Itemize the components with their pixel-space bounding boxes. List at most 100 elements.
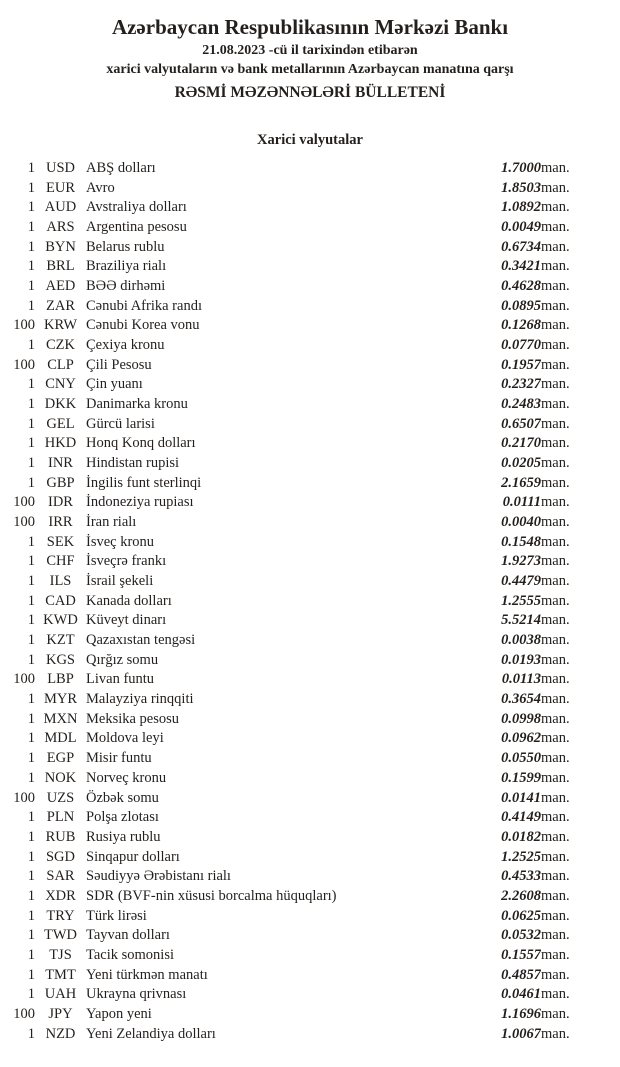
unit-cell: man. bbox=[541, 317, 570, 334]
currency-code-cell: BRL bbox=[46, 258, 75, 275]
currency-name-cell: Çexiya kronu bbox=[86, 337, 165, 354]
currency-code-cell: TJS bbox=[49, 946, 72, 963]
unit-cell: man. bbox=[541, 1025, 570, 1042]
unit-cell: man. bbox=[541, 612, 570, 629]
currency-code-cell: IDR bbox=[48, 494, 73, 511]
rate-cell: 1.9273 bbox=[501, 553, 541, 570]
unit-cell: man. bbox=[541, 769, 570, 786]
table-row: 1 INR Hindistan rupisi 0.0205 man. bbox=[10, 454, 590, 474]
quantity-cell: 100 bbox=[13, 789, 35, 806]
currency-code-cell: EUR bbox=[46, 179, 75, 196]
unit-cell: man. bbox=[541, 278, 570, 295]
quantity-cell: 1 bbox=[27, 474, 35, 491]
table-row: 1 GBP İngilis funt sterlinqi 2.1659 man. bbox=[10, 474, 590, 494]
quantity-cell: 100 bbox=[13, 671, 35, 688]
currency-code-cell: NZD bbox=[45, 1025, 76, 1042]
currency-code-cell: KWD bbox=[43, 612, 78, 629]
rate-cell: 0.4149 bbox=[501, 809, 541, 826]
quantity-cell: 1 bbox=[27, 966, 35, 983]
currency-name-cell: Özbək somu bbox=[86, 789, 159, 806]
currency-name-cell: Misir funtu bbox=[86, 750, 152, 767]
unit-cell: man. bbox=[541, 691, 570, 708]
currency-code-cell: CLP bbox=[47, 356, 74, 373]
currency-name-cell: SDR (BVF-nin xüsusi borcalma hüquqları) bbox=[86, 887, 337, 904]
table-row: 1 UAH Ukrayna qrivnası 0.0461 man. bbox=[10, 985, 590, 1005]
currency-name-cell: Qazaxıstan tengəsi bbox=[86, 632, 196, 649]
quantity-cell: 1 bbox=[27, 455, 35, 472]
subject-line: xarici valyutaların və bank metallarının… bbox=[106, 62, 514, 77]
table-row: 1 SEK İsveç kronu 0.1548 man. bbox=[10, 533, 590, 553]
currency-name-cell: İsveç kronu bbox=[86, 533, 155, 550]
currency-name-cell: BƏƏ dirhəmi bbox=[86, 278, 166, 295]
quantity-cell: 1 bbox=[27, 337, 35, 354]
table-row: 1 KWD Küveyt dinarı 5.5214 man. bbox=[10, 611, 590, 631]
quantity-cell: 1 bbox=[27, 769, 35, 786]
table-row: 1 BYN Belarus rublu 0.6734 man. bbox=[10, 238, 590, 258]
rate-cell: 0.4628 bbox=[501, 278, 541, 295]
currency-code-cell: SEK bbox=[46, 533, 75, 550]
currency-code-cell: NOK bbox=[44, 769, 77, 786]
quantity-cell: 1 bbox=[27, 907, 35, 924]
quantity-cell: 1 bbox=[27, 435, 35, 452]
quantity-cell: 1 bbox=[27, 533, 35, 550]
unit-cell: man. bbox=[541, 809, 570, 826]
unit-cell: man. bbox=[541, 907, 570, 924]
quantity-cell: 1 bbox=[27, 946, 35, 963]
table-row: 1 XDR SDR (BVF-nin xüsusi borcalma hüquq… bbox=[10, 887, 590, 907]
rate-cell: 1.0067 bbox=[501, 1025, 541, 1042]
currency-name-cell: Norveç kronu bbox=[86, 769, 167, 786]
table-row: 1 CAD Kanada dolları 1.2555 man. bbox=[10, 592, 590, 612]
currency-code-cell: CAD bbox=[45, 592, 76, 609]
quantity-cell: 1 bbox=[27, 297, 35, 314]
table-row: 100 KRW Cənubi Korea vonu 0.1268 man. bbox=[10, 316, 590, 336]
rate-cell: 1.8503 bbox=[501, 179, 541, 196]
unit-cell: man. bbox=[541, 927, 570, 944]
rate-cell: 0.0461 bbox=[501, 986, 541, 1003]
rate-cell: 1.2525 bbox=[501, 848, 541, 865]
currency-name-cell: Tacik somonisi bbox=[86, 946, 174, 963]
table-row: 1 MXN Meksika pesosu 0.0998 man. bbox=[10, 710, 590, 730]
table-row: 1 TRY Türk lirəsi 0.0625 man. bbox=[10, 907, 590, 927]
currency-code-cell: PLN bbox=[46, 809, 75, 826]
currency-code-cell: KRW bbox=[43, 317, 78, 334]
unit-cell: man. bbox=[541, 474, 570, 491]
quantity-cell: 1 bbox=[27, 730, 35, 747]
rate-cell: 0.4857 bbox=[501, 966, 541, 983]
currency-name-cell: Ukrayna qrivnası bbox=[86, 986, 187, 1003]
rate-cell: 1.0892 bbox=[501, 199, 541, 216]
table-row: 1 USD ABŞ dolları 1.7000 man. bbox=[10, 159, 590, 179]
rate-cell: 0.3654 bbox=[501, 691, 541, 708]
currency-code-cell: SAR bbox=[46, 868, 75, 885]
rate-cell: 0.0895 bbox=[501, 297, 541, 314]
unit-cell: man. bbox=[541, 789, 570, 806]
rate-cell: 0.6734 bbox=[501, 238, 541, 255]
unit-cell: man. bbox=[541, 376, 570, 393]
table-row: 100 JPY Yapon yeni 1.1696 man. bbox=[10, 1005, 590, 1025]
quantity-cell: 1 bbox=[27, 691, 35, 708]
unit-cell: man. bbox=[541, 730, 570, 747]
unit-cell: man. bbox=[541, 632, 570, 649]
table-row: 1 EGP Misir funtu 0.0550 man. bbox=[10, 749, 590, 769]
rate-cell: 0.0038 bbox=[501, 632, 541, 649]
currency-name-cell: Sinqapur dolları bbox=[86, 848, 180, 865]
table-row: 1 AED BƏƏ dirhəmi 0.4628 man. bbox=[10, 277, 590, 297]
currency-code-cell: GEL bbox=[46, 415, 75, 432]
table-row: 1 TMT Yeni türkmən manatı 0.4857 man. bbox=[10, 966, 590, 986]
rate-cell: 0.0113 bbox=[501, 671, 541, 688]
table-row: 1 EUR Avro 1.8503 man. bbox=[10, 179, 590, 199]
rate-cell: 0.6507 bbox=[501, 415, 541, 432]
currency-code-cell: AUD bbox=[44, 199, 77, 216]
rate-cell: 0.0770 bbox=[501, 337, 541, 354]
unit-cell: man. bbox=[541, 750, 570, 767]
currency-code-cell: UZS bbox=[46, 789, 75, 806]
unit-cell: man. bbox=[541, 848, 570, 865]
currency-name-cell: Livan funtu bbox=[86, 671, 155, 688]
currency-name-cell: Qırğız somu bbox=[86, 651, 159, 668]
table-row: 100 LBP Livan funtu 0.0113 man. bbox=[10, 670, 590, 690]
rate-cell: 0.0962 bbox=[501, 730, 541, 747]
rate-cell: 0.0040 bbox=[501, 514, 541, 531]
table-row: 1 PLN Polşa zlotası 0.4149 man. bbox=[10, 808, 590, 828]
table-row: 1 AUD Avstraliya dolları 1.0892 man. bbox=[10, 198, 590, 218]
quantity-cell: 100 bbox=[13, 514, 35, 531]
table-row: 100 IRR İran rialı 0.0040 man. bbox=[10, 513, 590, 533]
